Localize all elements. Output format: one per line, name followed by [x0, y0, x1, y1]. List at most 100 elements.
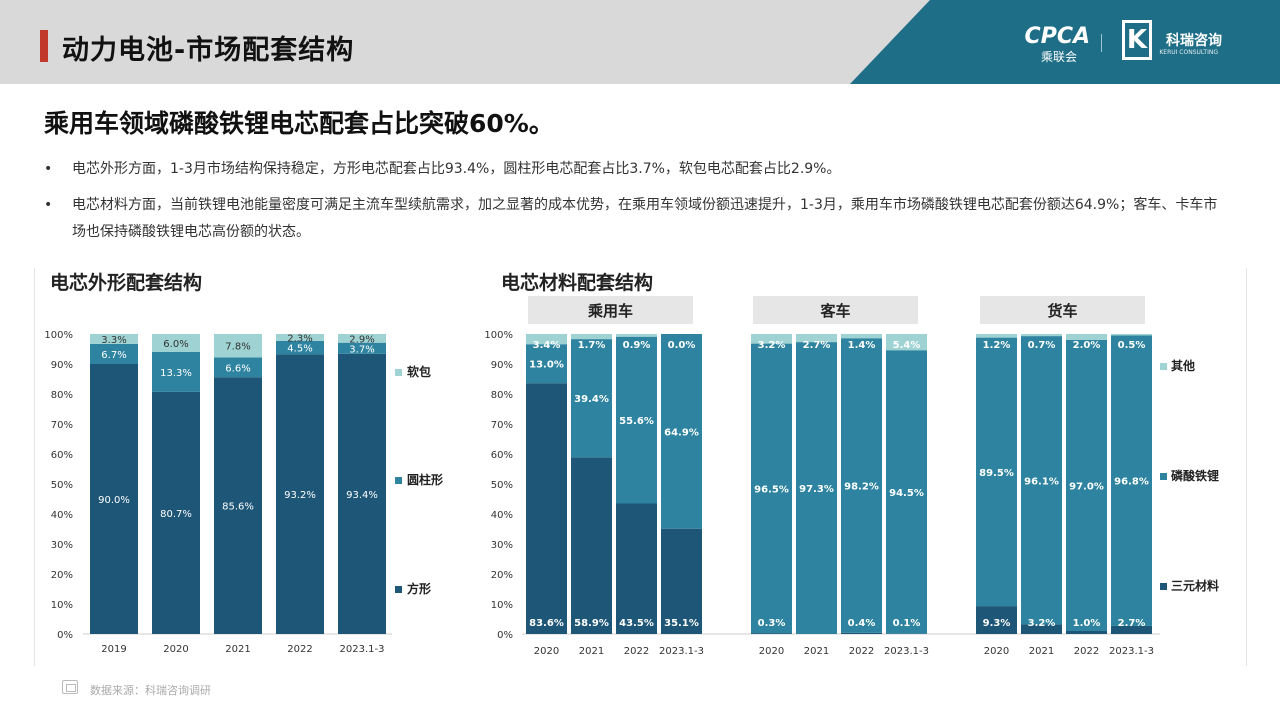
material-data-label: 5.4%	[893, 340, 921, 351]
material-x-tick-label: 2022	[849, 646, 874, 657]
shape-data-label: 90.0%	[98, 495, 130, 506]
headline: 乘用车领域磷酸铁锂电芯配套占比突破60%。	[44, 109, 554, 138]
material-data-label: 2.7%	[803, 340, 831, 351]
material-data-label: 0.0%	[668, 340, 696, 351]
shape-legend-label: 方形	[407, 581, 431, 596]
material-bar-segment	[616, 334, 657, 337]
material-y-tick-label: 100%	[484, 330, 513, 341]
material-bar-segment	[751, 334, 792, 344]
cpca-logo-subtitle: 乘联会	[1040, 50, 1077, 64]
shape-legend-swatch	[395, 477, 402, 484]
material-data-label: 55.6%	[619, 416, 654, 427]
material-x-tick-label: 2023.1-3	[659, 646, 704, 657]
material-bar-segment	[1066, 631, 1107, 634]
material-y-tick-label: 90%	[491, 360, 513, 371]
panel-header-bg	[528, 296, 693, 324]
material-y-tick-label: 50%	[491, 480, 513, 491]
material-legend-swatch	[1160, 363, 1167, 370]
shape-y-tick-label: 40%	[51, 510, 73, 521]
material-bar-segment	[841, 632, 882, 634]
material-x-tick-label: 2020	[534, 646, 559, 657]
material-data-label: 2.0%	[1073, 340, 1101, 351]
shape-bar-segment	[90, 364, 138, 634]
material-data-label: 97.3%	[799, 484, 834, 495]
material-bar-segment	[796, 342, 837, 634]
shape-y-tick-label: 30%	[51, 540, 73, 551]
material-data-label: 83.6%	[529, 618, 564, 629]
panel-header-label: 货车	[1047, 302, 1077, 320]
shape-data-label: 6.7%	[101, 350, 126, 361]
material-bar-segment	[1111, 334, 1152, 336]
kerui-logo-icon: K	[1122, 20, 1152, 60]
material-data-label: 0.5%	[1118, 340, 1146, 351]
shape-y-tick-label: 90%	[51, 360, 73, 371]
material-bar-segment	[841, 338, 882, 633]
material-data-label: 0.1%	[893, 618, 921, 629]
material-x-tick-label: 2021	[804, 646, 829, 657]
material-bar-segment	[1021, 336, 1062, 625]
material-y-tick-label: 60%	[491, 450, 513, 461]
bullet-text: 电芯材料方面，当前铁锂电池能量密度可满足主流车型续航需求，加之显著的成本优势，在…	[72, 197, 1218, 240]
material-bar-segment	[526, 383, 567, 634]
shape-legend-label: 软包	[407, 364, 431, 379]
material-data-label: 58.9%	[574, 618, 609, 629]
material-data-label: 0.3%	[758, 618, 786, 629]
material-bar-segment	[1066, 340, 1107, 631]
material-data-label: 3.2%	[758, 340, 786, 351]
shape-x-tick-label: 2020	[163, 644, 188, 655]
material-data-label: 64.9%	[664, 427, 699, 438]
material-y-tick-label: 70%	[491, 420, 513, 431]
bullet-2: • 电芯材料方面，当前铁锂电池能量密度可满足主流车型续航需求，加之显著的成本优势…	[44, 192, 1224, 246]
shape-bar-segment	[276, 334, 324, 341]
shape-bar-segment	[338, 334, 386, 343]
material-x-tick-label: 2021	[579, 646, 604, 657]
shape-bar-segment	[214, 334, 262, 358]
material-legend-swatch	[1160, 583, 1167, 590]
shape-bar-segment	[214, 377, 262, 634]
material-bar-segment	[976, 606, 1017, 634]
material-x-tick-label: 2020	[759, 646, 784, 657]
frame-line-right	[1246, 268, 1247, 666]
panel-header-bg	[753, 296, 918, 324]
panel-header-label: 乘用车	[587, 302, 633, 320]
material-bar-segment	[886, 350, 927, 634]
kerui-logo-english: KERUI CONSULTING	[1159, 49, 1218, 56]
shape-bar-segment	[338, 342, 386, 354]
shape-data-label: 7.8%	[225, 342, 250, 353]
material-bar-segment	[616, 336, 657, 504]
material-legend-label: 磷酸铁锂	[1171, 468, 1219, 483]
kerui-logo-name: 科瑞咨询	[1166, 33, 1222, 49]
material-bar-segment	[571, 457, 612, 634]
shape-x-tick-label: 2019	[101, 644, 126, 655]
material-y-tick-label: 0%	[497, 630, 513, 641]
material-y-tick-label: 30%	[491, 540, 513, 551]
material-data-label: 97.0%	[1069, 482, 1104, 493]
material-legend-label: 其他	[1171, 358, 1195, 373]
material-bar-segment	[661, 334, 702, 529]
material-x-tick-label: 2023.1-3	[1109, 646, 1154, 657]
shape-bar-segment	[214, 357, 262, 378]
material-bar-segment	[571, 334, 612, 340]
material-data-label: 1.4%	[848, 340, 876, 351]
chart-title-shape: 电芯外形配套结构	[50, 272, 203, 294]
panel-header-label: 客车	[819, 302, 850, 320]
material-legend-label: 三元材料	[1171, 578, 1219, 593]
logo-separator	[1101, 34, 1102, 52]
material-data-label: 1.2%	[983, 340, 1011, 351]
material-data-label: 13.0%	[529, 360, 564, 371]
material-data-label: 0.4%	[848, 618, 876, 629]
material-x-tick-label: 2022	[1074, 646, 1099, 657]
material-data-label: 96.8%	[1114, 477, 1149, 488]
material-bar-segment	[1021, 334, 1062, 337]
material-x-tick-label: 2021	[1029, 646, 1054, 657]
shape-data-label: 93.2%	[284, 490, 316, 501]
shape-bar-segment	[152, 352, 200, 392]
shape-data-label: 2.9%	[349, 334, 374, 345]
material-data-label: 98.2%	[844, 482, 879, 493]
shape-bar-segment	[90, 343, 138, 364]
page-title: 动力电池-市场配套结构	[62, 35, 355, 66]
material-bar-segment	[1021, 624, 1062, 634]
material-data-label: 96.1%	[1024, 476, 1059, 487]
material-data-label: 35.1%	[664, 618, 699, 629]
